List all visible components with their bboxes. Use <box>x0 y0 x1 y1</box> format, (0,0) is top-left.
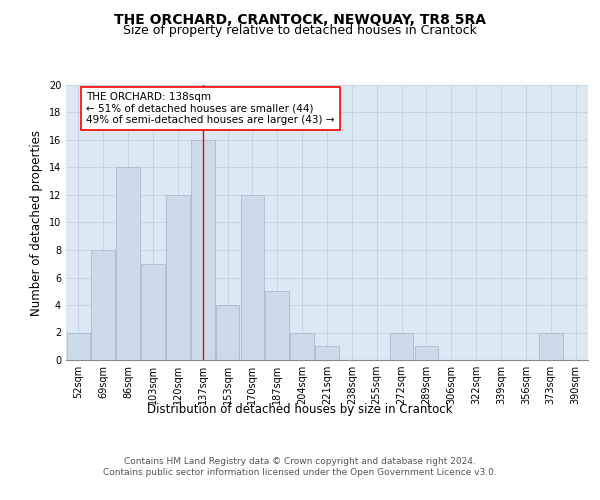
Bar <box>265 291 289 360</box>
Bar <box>166 195 190 360</box>
Bar <box>191 140 215 360</box>
Bar <box>216 305 239 360</box>
Text: Contains HM Land Registry data © Crown copyright and database right 2024.
Contai: Contains HM Land Registry data © Crown c… <box>103 458 497 477</box>
Bar <box>290 332 314 360</box>
Bar <box>67 332 90 360</box>
Bar <box>91 250 115 360</box>
Text: Distribution of detached houses by size in Crantock: Distribution of detached houses by size … <box>147 402 453 415</box>
Bar <box>141 264 165 360</box>
Bar <box>390 332 413 360</box>
Bar <box>539 332 563 360</box>
Bar <box>116 168 140 360</box>
Text: Size of property relative to detached houses in Crantock: Size of property relative to detached ho… <box>123 24 477 37</box>
Bar <box>315 346 339 360</box>
Bar <box>415 346 438 360</box>
Y-axis label: Number of detached properties: Number of detached properties <box>30 130 43 316</box>
Text: THE ORCHARD: 138sqm
← 51% of detached houses are smaller (44)
49% of semi-detach: THE ORCHARD: 138sqm ← 51% of detached ho… <box>86 92 334 125</box>
Bar <box>241 195 264 360</box>
Text: THE ORCHARD, CRANTOCK, NEWQUAY, TR8 5RA: THE ORCHARD, CRANTOCK, NEWQUAY, TR8 5RA <box>114 12 486 26</box>
